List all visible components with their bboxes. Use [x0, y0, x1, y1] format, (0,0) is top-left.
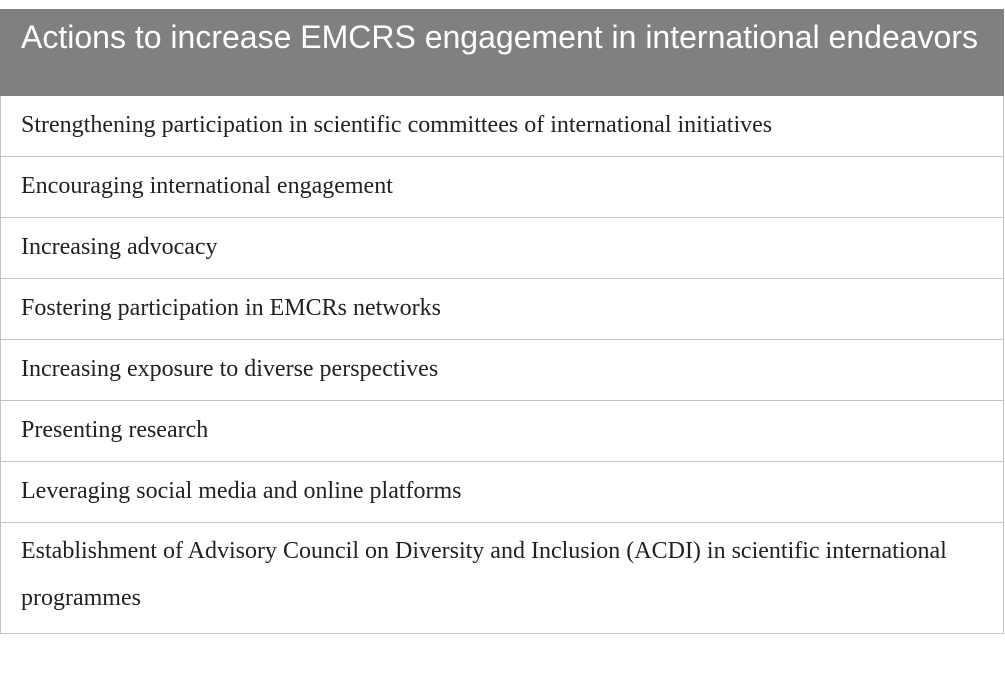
table-row: Presenting research: [0, 400, 1004, 462]
table-cell: Strengthening participation in scientifi…: [0, 95, 1004, 157]
actions-table-container: Actions to increase EMCRS engagement in …: [0, 9, 1004, 634]
table-cell: Fostering participation in EMCRs network…: [0, 278, 1004, 340]
column-header: Actions to increase EMCRS engagement in …: [0, 9, 1004, 96]
table-row: Strengthening participation in scientifi…: [0, 95, 1004, 157]
table-row: Increasing advocacy: [0, 217, 1004, 279]
table-cell: Leveraging social media and online platf…: [0, 461, 1004, 523]
table-cell: Encouraging international engagement: [0, 156, 1004, 218]
table-body: Strengthening participation in scientifi…: [0, 95, 1004, 634]
table-cell: Increasing advocacy: [0, 217, 1004, 279]
table-row: Encouraging international engagement: [0, 156, 1004, 218]
table-cell: Presenting research: [0, 400, 1004, 462]
table-cell: Establishment of Advisory Council on Div…: [0, 522, 1004, 634]
table-row: Leveraging social media and online platf…: [0, 461, 1004, 523]
table-row: Establishment of Advisory Council on Div…: [0, 522, 1004, 634]
table-header: Actions to increase EMCRS engagement in …: [0, 9, 1004, 96]
actions-table: Actions to increase EMCRS engagement in …: [0, 9, 1004, 634]
header-row: Actions to increase EMCRS engagement in …: [0, 9, 1004, 96]
table-row: Fostering participation in EMCRs network…: [0, 278, 1004, 340]
table-cell: Increasing exposure to diverse perspecti…: [0, 339, 1004, 401]
table-row: Increasing exposure to diverse perspecti…: [0, 339, 1004, 401]
